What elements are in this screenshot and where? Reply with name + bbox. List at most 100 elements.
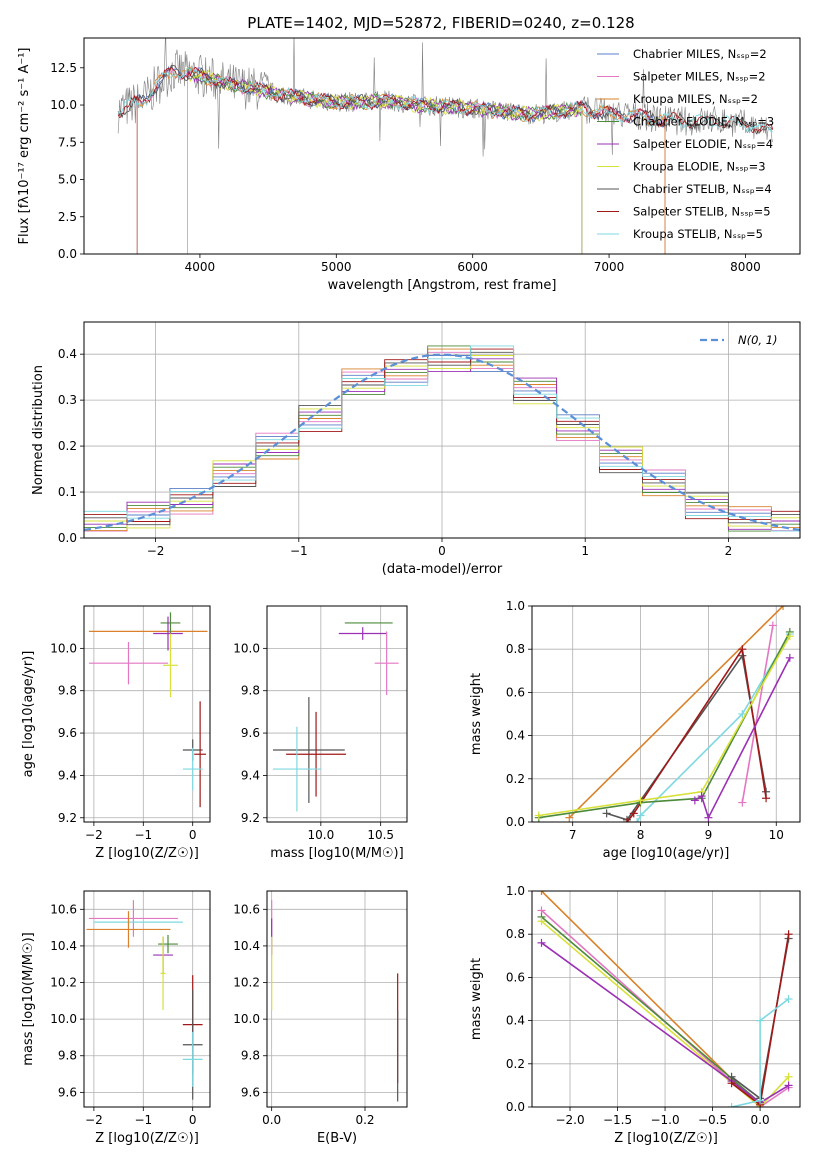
error-bar-point bbox=[338, 627, 387, 640]
axes-frame bbox=[83, 890, 211, 1108]
mass-weight-line bbox=[568, 606, 784, 819]
y-axis-label: Normed distribution bbox=[31, 365, 46, 495]
y-tick-label: 9.2 bbox=[241, 811, 260, 825]
mass-weight-marker bbox=[704, 813, 713, 822]
mass-weight-marker bbox=[727, 1103, 736, 1107]
x-tick-label: 5000 bbox=[321, 260, 352, 274]
x-tick-label: 7000 bbox=[594, 260, 625, 274]
y-tick-label: 10.0 bbox=[233, 1012, 260, 1026]
chart-panel-0: 4000 5000 6000 7000 8000 0.0 2.5 5.0 7.5 10.0 12.5… bbox=[17, 37, 801, 293]
plot-area bbox=[84, 345, 800, 532]
x-tick-label: 10 bbox=[769, 828, 784, 842]
y-tick-label: 0.0 bbox=[506, 1100, 525, 1114]
error-bar-point bbox=[163, 633, 178, 698]
chart-panel-1: −2 −1 0 1 2 0.0 0.1 0.2 0.3 0.4 (data-model)/error… bbox=[31, 321, 801, 577]
y-tick-label: 9.6 bbox=[58, 726, 77, 740]
mass-weight-marker bbox=[784, 930, 793, 939]
chart-panel-2: −2 −1 0 9.2 9.4 9.6 9.8 10.0 Z [log10(Z/Z☉)] age … bbox=[21, 605, 211, 861]
model-spectrum-line bbox=[136, 65, 666, 254]
y-tick-label: 9.6 bbox=[241, 1085, 260, 1099]
y-tick-label: 0.8 bbox=[506, 642, 525, 656]
mass-weight-marker bbox=[779, 606, 788, 610]
y-tick-label: 10.2 bbox=[50, 976, 77, 990]
mass-weight-marker bbox=[756, 1096, 765, 1105]
y-tick-label: 9.2 bbox=[58, 811, 77, 825]
error-bar-point bbox=[272, 726, 321, 812]
x-axis-label: Z [log10(Z/Z☉)] bbox=[614, 1131, 718, 1146]
x-tick-label: −1.0 bbox=[650, 1113, 679, 1127]
plot-area bbox=[272, 622, 399, 812]
mass-weight-line bbox=[731, 998, 790, 1107]
plot-area bbox=[88, 612, 208, 808]
y-tick-label: 0.8 bbox=[506, 927, 525, 941]
error-bar-point bbox=[374, 631, 399, 695]
plot-area bbox=[86, 900, 203, 1100]
legend-entry: Salpeter MILES, Nₛₛₚ=2 bbox=[633, 70, 766, 84]
normal-curve bbox=[84, 353, 800, 531]
x-tick-label: 2 bbox=[725, 544, 733, 558]
y-tick-label: 9.8 bbox=[241, 1049, 260, 1063]
chart-panel-6: 0.0 0.2 9.6 9.8 10.0 10.2 10.4 10.6 E(B-V) bbox=[233, 890, 408, 1146]
x-tick-label: 0.2 bbox=[355, 1113, 374, 1127]
mass-weight-line bbox=[626, 647, 767, 822]
error-bar-point bbox=[158, 934, 178, 954]
x-tick-label: −2 bbox=[147, 544, 165, 558]
chart-panel-5: −2 −1 0 9.6 9.8 10.0 10.2 10.4 10.6 Z [log10(Z/Z☉… bbox=[21, 890, 211, 1146]
legend-entry: Kroupa MILES, Nₛₛₚ=2 bbox=[633, 92, 758, 106]
mass-weight-marker bbox=[768, 621, 777, 630]
x-axis-label: E(B-V) bbox=[317, 1131, 357, 1146]
mass-weight-marker bbox=[636, 811, 645, 820]
chart-panel-4: 7 8 9 10 0.0 0.2 0.4 0.6 0.8 1.0 age [log10(age/yr… bbox=[469, 599, 801, 861]
mass-weight-marker bbox=[565, 813, 574, 822]
error-bar-point bbox=[160, 936, 166, 1010]
mass-weight-marker bbox=[785, 653, 794, 662]
y-tick-label: 10.6 bbox=[233, 902, 260, 916]
x-tick-label: −2 bbox=[85, 828, 103, 842]
x-axis-label: (data-model)/error bbox=[382, 562, 503, 577]
model-spectrum-line bbox=[117, 66, 774, 133]
y-tick-label: 5.0 bbox=[58, 173, 77, 187]
x-tick-label: −1 bbox=[134, 828, 152, 842]
error-bar-point bbox=[194, 701, 207, 808]
error-bar-point bbox=[86, 911, 171, 948]
x-tick-label: −0.5 bbox=[698, 1113, 727, 1127]
y-tick-label: 10.4 bbox=[233, 939, 260, 953]
error-bar-point bbox=[88, 900, 178, 937]
x-tick-label: 10.0 bbox=[307, 828, 334, 842]
axes-frame bbox=[83, 605, 211, 823]
mass-weight-line bbox=[540, 916, 761, 1104]
mass-weight-line bbox=[694, 657, 791, 820]
x-tick-label: −2.0 bbox=[555, 1113, 584, 1127]
legend-entry: Chabrier STELIB, Nₛₛₚ=4 bbox=[633, 182, 772, 196]
y-tick-label: 2.5 bbox=[58, 210, 77, 224]
x-tick-label: 0.0 bbox=[262, 1113, 281, 1127]
mass-weight-marker bbox=[633, 818, 642, 822]
y-tick-label: 1.0 bbox=[506, 884, 525, 898]
y-tick-label: 10.0 bbox=[50, 641, 77, 655]
y-tick-label: 7.5 bbox=[58, 135, 77, 149]
mass-weight-marker bbox=[738, 798, 747, 807]
mass-weight-marker bbox=[697, 792, 706, 801]
y-tick-label: 9.8 bbox=[58, 1049, 77, 1063]
mass-weight-line bbox=[541, 942, 790, 1104]
mass-weight-marker bbox=[784, 995, 793, 1003]
y-axis-label: mass weight bbox=[469, 958, 484, 1040]
error-bar-point bbox=[272, 697, 345, 803]
plot-area bbox=[534, 606, 794, 822]
axes-frame bbox=[83, 321, 801, 539]
mass-weight-marker bbox=[534, 811, 543, 820]
x-tick-label: 7 bbox=[569, 828, 577, 842]
y-tick-label: 0.2 bbox=[506, 772, 525, 786]
plot-area bbox=[271, 900, 399, 1102]
y-tick-label: 0.4 bbox=[506, 1014, 525, 1028]
error-bar-point bbox=[286, 711, 346, 797]
x-tick-label: 0.0 bbox=[751, 1113, 770, 1127]
y-tick-label: 10.0 bbox=[233, 641, 260, 655]
y-tick-label: 9.8 bbox=[58, 684, 77, 698]
mass-weight-marker bbox=[785, 632, 794, 641]
legend-entry: Chabrier ELODIE, Nₛₛₚ=3 bbox=[633, 115, 774, 129]
x-axis-label: wavelength [Angstrom, rest frame] bbox=[328, 278, 557, 293]
legend-entry: Salpeter ELODIE, Nₛₛₚ=4 bbox=[633, 137, 773, 151]
axes-frame bbox=[531, 890, 801, 1108]
plot-area bbox=[537, 891, 793, 1107]
